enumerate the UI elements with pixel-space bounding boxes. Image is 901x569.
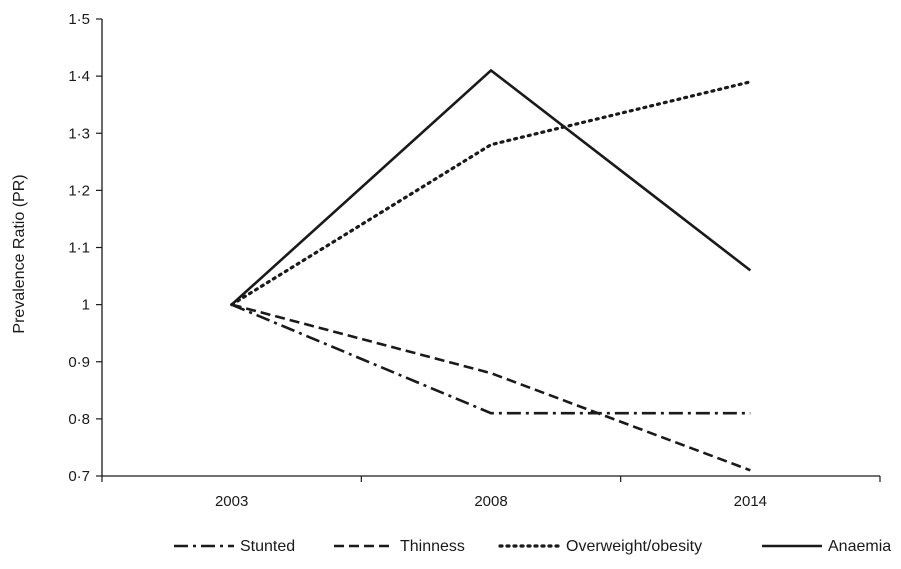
legend-label: Thinness: [400, 538, 465, 555]
x-tick-label: 2008: [474, 493, 507, 510]
y-tick-label: 1: [82, 297, 90, 314]
y-tick-label: 0·8: [68, 411, 90, 428]
series-line-thinness: [231, 303, 751, 472]
y-tick-label: 1·3: [68, 125, 90, 142]
series-line-stunted: [231, 303, 751, 415]
x-tick-label: 2003: [215, 493, 248, 510]
y-tick-label: 1·5: [68, 11, 90, 28]
legend-label: Overweight/obesity: [566, 538, 702, 555]
y-tick-label: 1·1: [68, 240, 90, 257]
x-tick-labels: 2003 2008 2014: [215, 493, 767, 510]
y-tick-label: 0·9: [68, 354, 90, 371]
y-tick-label: 1·4: [68, 68, 90, 85]
y-axis-title: Prevalence Ratio (PR): [11, 174, 28, 333]
legend: Stunted Thinness Overweight/obesity Anaemia: [174, 538, 891, 555]
series-line-anaemia: [230, 68, 752, 306]
legend-label: Anaemia: [828, 538, 891, 555]
x-tick-label: 2014: [734, 493, 767, 510]
y-tick-labels: 0·7 0·8 0·9 1 1·1 1·2 1·3 1·4 1·5: [68, 11, 90, 485]
y-tick-label: 0·7: [68, 468, 90, 485]
axes: [96, 18, 881, 482]
legend-label: Stunted: [240, 538, 295, 555]
y-tick-label: 1·2: [68, 182, 90, 199]
series-line-overweight-obesity: [230, 80, 752, 307]
series-lines: [230, 68, 752, 472]
